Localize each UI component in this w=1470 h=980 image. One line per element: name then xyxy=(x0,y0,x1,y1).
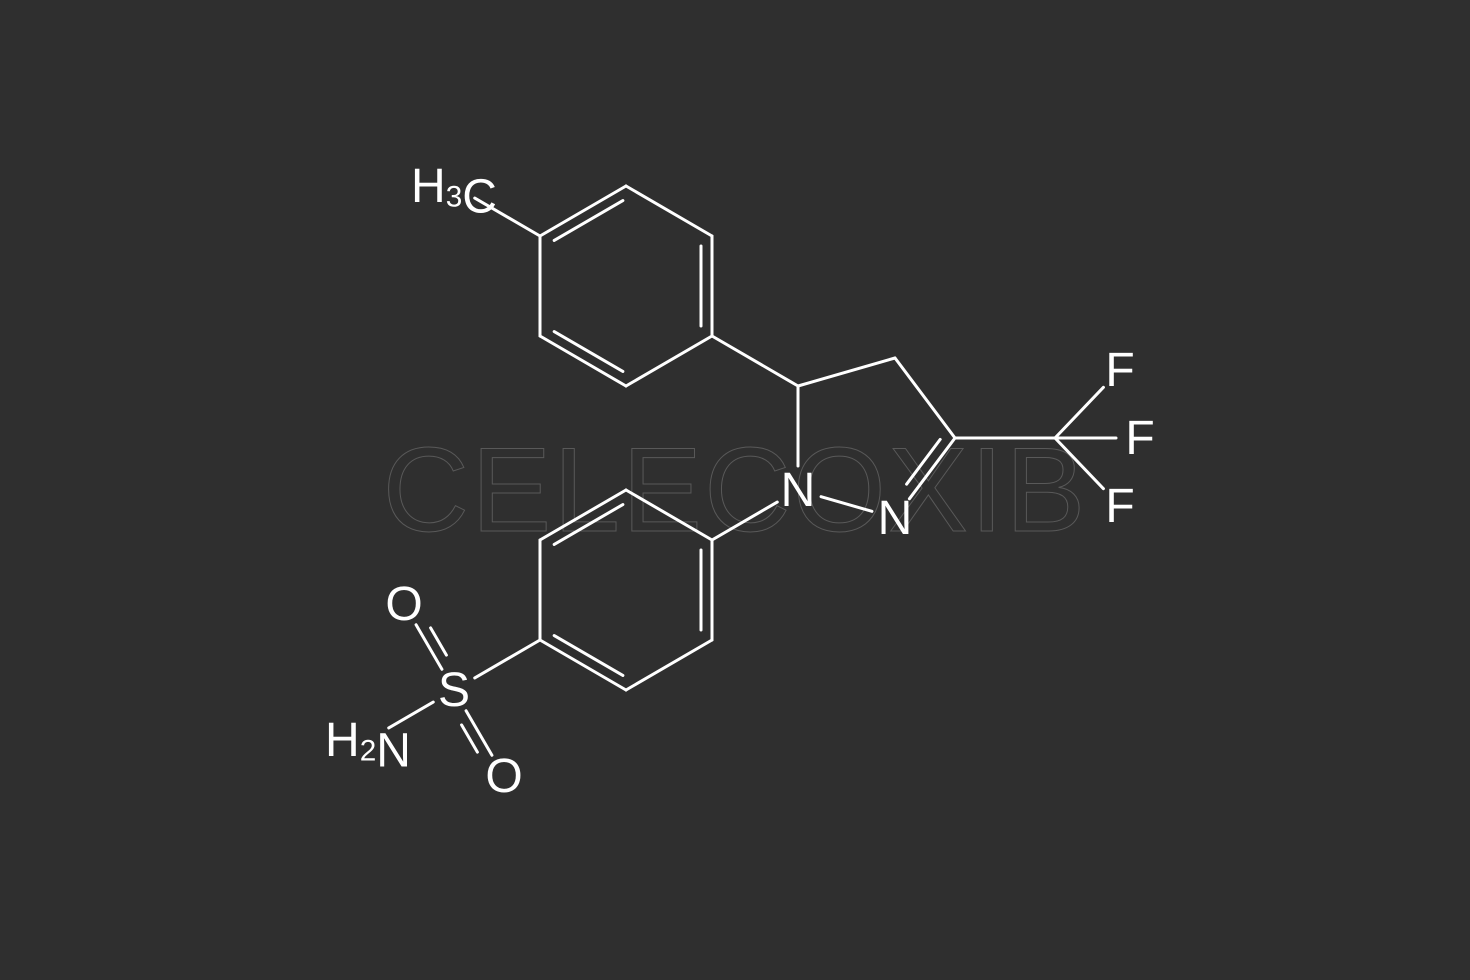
atom-label: S xyxy=(438,664,470,717)
diagram-canvas: CELECOXIBH3CNNFFFSOOH2N xyxy=(0,0,1470,980)
atom-label: F xyxy=(1105,344,1134,397)
atom-label: F xyxy=(1105,480,1134,533)
atom-label: N xyxy=(781,464,816,517)
atom-label: O xyxy=(485,750,522,803)
atom-label: O xyxy=(385,578,422,631)
watermark-text: CELECOXIB xyxy=(383,423,1088,557)
molecule-svg: CELECOXIBH3CNNFFFSOOH2N xyxy=(0,0,1470,980)
atom-label: F xyxy=(1125,412,1154,465)
atom-label: N xyxy=(878,492,913,545)
